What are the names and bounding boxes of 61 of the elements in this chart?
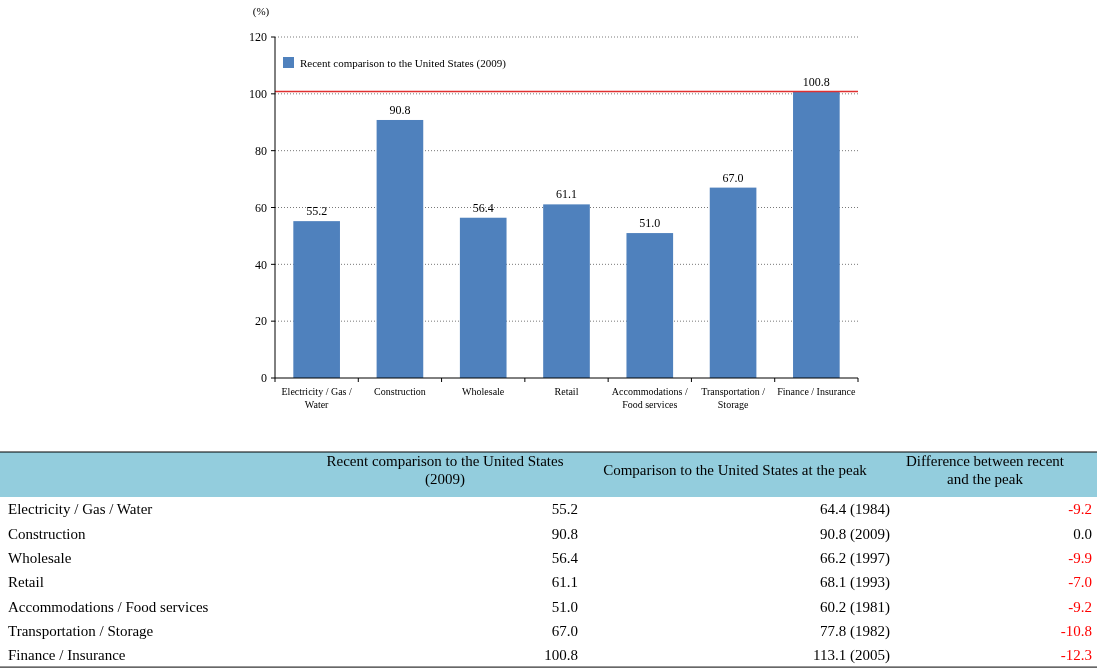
data-label: 66.2 (1997) xyxy=(820,550,890,567)
legend-label: Recent comparison to the United States (2009) xyxy=(326,452,564,488)
y-tick-label: 120 xyxy=(249,30,267,45)
y-tick-label: 20 xyxy=(255,314,267,329)
data-label: -9.9 xyxy=(1068,550,1092,566)
data-label: 90.8 xyxy=(551,525,578,542)
y-tick-label: 0 xyxy=(261,371,267,386)
data-label: 113.1 (2005) xyxy=(813,647,890,665)
data-label: 61.1 xyxy=(551,574,578,591)
data-label: 51.0 xyxy=(639,216,661,231)
bar xyxy=(376,119,424,378)
y-tick-label: 80 xyxy=(255,143,267,158)
data-label: -9.2 xyxy=(1068,598,1092,615)
data-label: 51.0 xyxy=(551,598,578,615)
legend-label: Comparison to the United States at the peak xyxy=(603,461,868,478)
category-label: Wholesale xyxy=(8,550,72,566)
legend-label: Recent comparison to the United States (2009) xyxy=(300,56,507,70)
category-label: Retail xyxy=(8,574,44,591)
data-label: 77.8 (1982) xyxy=(820,622,890,640)
x-tick-label: Electricity / Gas / Water xyxy=(281,386,352,410)
bar xyxy=(293,221,340,378)
data-label: 67.0 xyxy=(551,622,578,639)
x-tick-label: Transportation / Storage xyxy=(701,386,766,410)
data-label: 64.4 (1984) xyxy=(820,501,890,519)
data-label: -12.3 xyxy=(1060,647,1092,664)
x-tick-label: Finance / Insurance xyxy=(777,386,857,397)
data-label: -7.0 xyxy=(1068,574,1092,591)
y-axis-title: (%) xyxy=(252,5,270,18)
x-tick-label: Retail xyxy=(554,386,579,397)
text: Difference between recent and the peak xyxy=(906,452,1065,487)
data-label: -9.2 xyxy=(1068,501,1092,518)
data-label: 0.0 xyxy=(1073,525,1092,542)
data-label: 55.2 xyxy=(306,204,328,219)
category-label: Finance / Insurance xyxy=(8,647,126,664)
category-label: Construction xyxy=(8,525,86,542)
category-label: Transportation / Storage xyxy=(8,622,154,639)
data-label: 56.4 xyxy=(472,200,494,215)
category-label: Electricity / Gas / Water xyxy=(8,501,153,518)
data-label: 56.4 xyxy=(551,550,579,566)
data-label: 55.2 xyxy=(551,501,578,518)
data-label: 90.8 xyxy=(389,102,411,117)
x-tick-label: Accommodations / Food services xyxy=(611,386,688,410)
data-label: -10.8 xyxy=(1060,622,1092,639)
bar xyxy=(459,217,507,378)
data-label: 100.8 xyxy=(802,74,830,89)
data-label: 68.1 (1993) xyxy=(820,574,890,592)
y-tick-label: 100 xyxy=(249,87,267,102)
category-label: Accommodations / Food services xyxy=(8,598,209,615)
y-tick-label: 60 xyxy=(255,200,267,215)
y-tick-label: 40 xyxy=(255,257,267,272)
bar xyxy=(709,187,757,378)
bar xyxy=(543,204,590,378)
bar xyxy=(626,233,674,378)
data-label: 67.0 xyxy=(722,170,744,185)
x-tick-label: Construction xyxy=(374,386,426,397)
data-label: 90.8 (2009) xyxy=(820,525,890,543)
x-tick-label: Wholesale xyxy=(462,386,505,397)
data-label: 100.8 xyxy=(544,647,578,664)
data-label: 61.1 xyxy=(556,187,577,202)
bar xyxy=(793,91,840,378)
data-label: 60.2 (1981) xyxy=(820,598,890,616)
